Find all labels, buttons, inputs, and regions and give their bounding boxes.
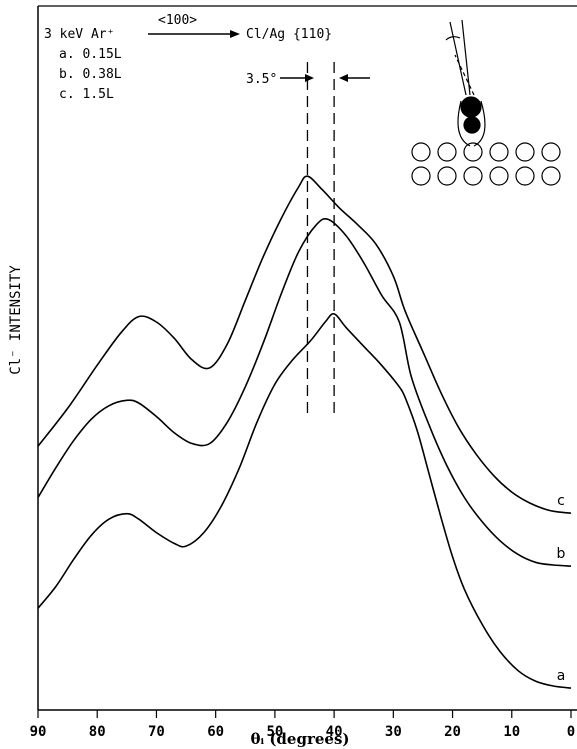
series-line-b — [37, 217, 572, 567]
angle-annotation: 3.5° — [246, 72, 277, 87]
legend-target: Cl/Ag {110} — [246, 27, 332, 42]
legend-item-a: a. 0.15L — [59, 47, 122, 62]
legend-item-b: b. 0.38L — [59, 67, 122, 82]
series-label-c: c — [557, 493, 565, 509]
x-tick-label-50: 50 — [266, 724, 283, 740]
angle-arrowhead-right — [339, 74, 348, 82]
series-label-a: a — [557, 668, 566, 684]
series-label-b: b — [557, 546, 566, 562]
legend-beam: 3 keV Ar⁺ — [44, 27, 114, 42]
direction-arrowhead — [230, 30, 240, 38]
x-tick-label-10: 10 — [503, 724, 520, 740]
x-tick-label-90: 90 — [30, 724, 47, 740]
x-tick-label-0: 0 — [567, 724, 575, 740]
peak-markers — [306, 62, 335, 415]
y-axis-label: Cl⁻ INTENSITY — [8, 265, 24, 375]
angle-arrowhead-left — [305, 74, 314, 82]
x-tick-label-60: 60 — [207, 724, 224, 740]
legend-item-c: c. 1.5L — [59, 87, 114, 102]
x-tick-label-80: 80 — [89, 724, 106, 740]
x-tick-label-20: 20 — [444, 724, 461, 740]
x-tick-label-70: 70 — [148, 724, 165, 740]
series-line-c — [37, 175, 572, 514]
series-line-a — [37, 313, 572, 689]
x-tick-label-30: 30 — [385, 724, 402, 740]
curve-labels: c b a — [557, 493, 566, 684]
curves — [37, 175, 572, 689]
x-ticks: 90 80 70 60 50 40 30 20 10 0 — [30, 710, 575, 740]
legend-direction: <100> — [158, 13, 197, 28]
lattice-inset-illustration — [411, 19, 561, 186]
x-tick-label-40: 40 — [326, 724, 343, 740]
x-axis-label: θᵢ (degrees) — [251, 730, 350, 748]
